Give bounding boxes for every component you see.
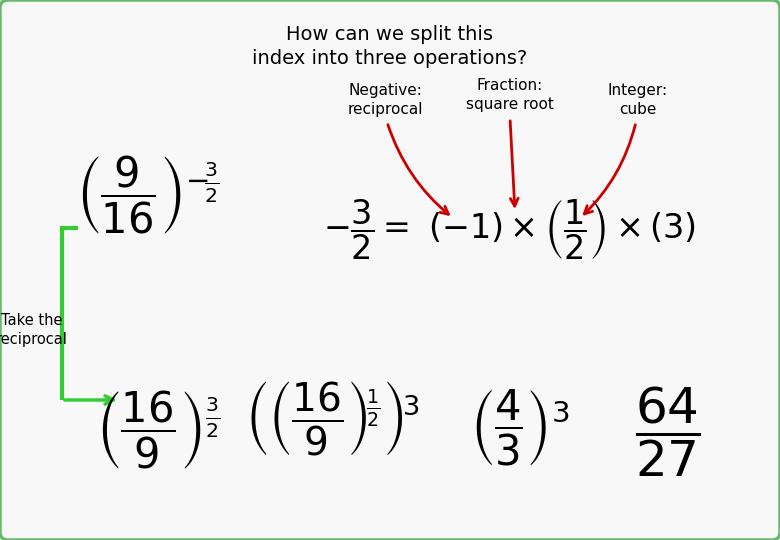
Text: Negative:
reciprocal: Negative: reciprocal: [347, 83, 423, 117]
Text: $\left(\dfrac{16}{9}\right)^{\frac{3}{2}}$: $\left(\dfrac{16}{9}\right)^{\frac{3}{2}…: [96, 389, 220, 471]
Text: $-\dfrac{3}{2}=\ (-1)\times\left(\dfrac{1}{2}\right)\times(3)$: $-\dfrac{3}{2}=\ (-1)\times\left(\dfrac{…: [324, 198, 697, 262]
Text: Take the
reciprocal: Take the reciprocal: [0, 313, 68, 347]
Text: $\left(\dfrac{9}{16}\right)^{-\!\frac{3}{2}}$: $\left(\dfrac{9}{16}\right)^{-\!\frac{3}…: [76, 154, 220, 236]
Text: index into three operations?: index into three operations?: [253, 49, 527, 68]
Text: Integer:
cube: Integer: cube: [608, 83, 668, 117]
Text: How can we split this: How can we split this: [286, 25, 494, 44]
Text: Fraction:
square root: Fraction: square root: [466, 78, 554, 112]
Text: $\left(\left(\dfrac{16}{9}\right)^{\!\frac{1}{2}}\right)^{\!3}$: $\left(\left(\dfrac{16}{9}\right)^{\!\fr…: [246, 379, 420, 457]
Text: $\dfrac{64}{27}$: $\dfrac{64}{27}$: [635, 384, 700, 480]
Text: $\left(\dfrac{4}{3}\right)^{3}$: $\left(\dfrac{4}{3}\right)^{3}$: [470, 388, 569, 468]
